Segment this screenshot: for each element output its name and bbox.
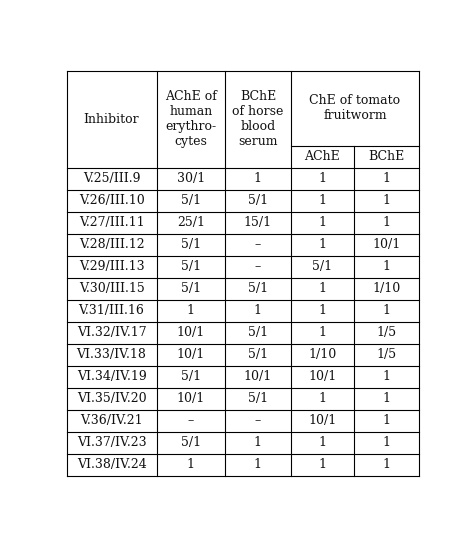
Text: 1: 1 [383,371,391,383]
Text: 1: 1 [318,172,326,185]
Text: 1: 1 [187,459,195,471]
Text: 10/1: 10/1 [244,371,272,383]
Text: 1: 1 [383,437,391,449]
Text: ChE of tomato
fruitworm: ChE of tomato fruitworm [310,94,401,122]
Text: 1: 1 [318,282,326,295]
Text: 1: 1 [383,260,391,273]
Text: 1: 1 [318,326,326,339]
Text: 10/1: 10/1 [177,326,205,339]
Text: 1: 1 [318,304,326,317]
Text: VI.32/IV.17: VI.32/IV.17 [77,326,146,339]
Text: 5/1: 5/1 [181,194,201,207]
Text: V.29/III.13: V.29/III.13 [79,260,145,273]
Text: 1: 1 [383,194,391,207]
Text: 5/1: 5/1 [248,194,268,207]
Text: 5/1: 5/1 [248,326,268,339]
Text: 1: 1 [383,172,391,185]
Text: 1: 1 [254,437,262,449]
Text: 1: 1 [383,393,391,405]
Text: 5/1: 5/1 [248,282,268,295]
Text: V.25/III.9: V.25/III.9 [83,172,140,185]
Text: 10/1: 10/1 [373,238,401,251]
Text: 1: 1 [318,216,326,229]
Text: 5/1: 5/1 [312,260,332,273]
Text: AChE of
human
erythro-
cytes: AChE of human erythro- cytes [165,90,217,148]
Text: 15/1: 15/1 [244,216,272,229]
Text: –: – [188,415,194,427]
Text: 1/10: 1/10 [308,349,337,361]
Text: –: – [255,415,261,427]
Text: 1/10: 1/10 [373,282,401,295]
Text: 1: 1 [383,415,391,427]
Text: 1: 1 [187,304,195,317]
Text: 5/1: 5/1 [181,238,201,251]
Text: 10/1: 10/1 [308,415,337,427]
Text: 5/1: 5/1 [181,282,201,295]
Text: 10/1: 10/1 [308,371,337,383]
Text: BChE
of horse
blood
serum: BChE of horse blood serum [232,90,283,148]
Text: 1: 1 [318,459,326,471]
Text: 1: 1 [318,393,326,405]
Text: 30/1: 30/1 [177,172,205,185]
Text: 1: 1 [383,304,391,317]
Text: 10/1: 10/1 [177,349,205,361]
Text: 1: 1 [318,194,326,207]
Text: Inhibitor: Inhibitor [84,113,139,126]
Text: V.31/III.16: V.31/III.16 [79,304,145,317]
Text: 5/1: 5/1 [181,260,201,273]
Text: V.30/III.15: V.30/III.15 [79,282,145,295]
Text: 1: 1 [254,459,262,471]
Text: 1: 1 [318,437,326,449]
Text: VI.37/IV.23: VI.37/IV.23 [77,437,146,449]
Text: VI.35/IV.20: VI.35/IV.20 [77,393,146,405]
Text: 25/1: 25/1 [177,216,205,229]
Text: –: – [255,238,261,251]
Text: VI.34/IV.19: VI.34/IV.19 [77,371,146,383]
Text: 1: 1 [254,172,262,185]
Text: 5/1: 5/1 [181,371,201,383]
Text: 5/1: 5/1 [248,393,268,405]
Text: 1: 1 [254,304,262,317]
Text: 1/5: 1/5 [376,326,397,339]
Text: VI.33/IV.18: VI.33/IV.18 [77,349,146,361]
Text: 1: 1 [318,238,326,251]
Text: 1/5: 1/5 [376,349,397,361]
Text: 1: 1 [383,459,391,471]
Text: AChE: AChE [304,150,340,163]
Text: 5/1: 5/1 [248,349,268,361]
Text: –: – [255,260,261,273]
Text: V.28/III.12: V.28/III.12 [79,238,145,251]
Text: 1: 1 [383,216,391,229]
Text: V.26/III.10: V.26/III.10 [79,194,145,207]
Text: 10/1: 10/1 [177,393,205,405]
Text: V.36/IV.21: V.36/IV.21 [80,415,143,427]
Text: 5/1: 5/1 [181,437,201,449]
Text: V.27/III.11: V.27/III.11 [79,216,145,229]
Text: VI.38/IV.24: VI.38/IV.24 [77,459,146,471]
Text: BChE: BChE [368,150,405,163]
